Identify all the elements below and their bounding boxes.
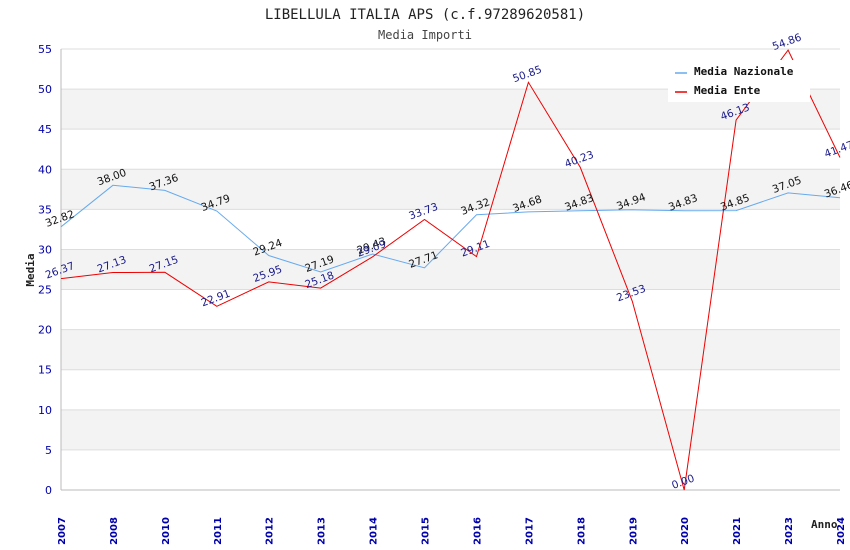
x-tick-label: 2024 (836, 517, 847, 545)
y-tick-label: 30 (38, 243, 52, 256)
data-label: 50.85 (511, 64, 543, 86)
y-axis-ticks: 0 5 10 15 20 25 30 35 40 45 50 55 (38, 43, 52, 497)
x-tick-label: 2021 (732, 517, 743, 545)
data-label: 54.86 (771, 31, 804, 53)
data-label: 41.47 (823, 139, 850, 161)
legend-label-media-nazionale: Media Nazionale (694, 65, 794, 78)
x-tick-label: 2018 (576, 517, 587, 545)
legend-box (668, 60, 810, 102)
y-tick-label: 45 (38, 123, 52, 136)
y-tick-label: 20 (38, 324, 52, 337)
x-tick-label: 2016 (472, 517, 483, 545)
grid-band (61, 329, 840, 370)
y-tick-label: 40 (38, 163, 52, 176)
x-tick-label: 2023 (784, 517, 795, 545)
axes (60, 49, 840, 491)
x-axis-label: Anno (811, 518, 838, 531)
y-axis-label: Media (24, 253, 37, 286)
x-tick-label: 2013 (317, 517, 328, 545)
chart-subtitle: Media Importi (378, 28, 472, 42)
grid-band (61, 169, 840, 210)
data-label: 40.23 (563, 149, 595, 171)
x-tick-label: 2007 (57, 517, 68, 545)
x-tick-label: 2019 (628, 517, 639, 545)
series-line-media-ente (60, 49, 841, 491)
x-tick-label: 2012 (265, 517, 276, 545)
plot-background-bands (61, 89, 840, 450)
x-tick-label: 2008 (109, 517, 120, 545)
y-tick-label: 50 (38, 83, 52, 96)
y-tick-label: 5 (45, 444, 52, 457)
grid-band (61, 249, 840, 290)
x-tick-label: 2010 (161, 517, 172, 545)
y-tick-label: 35 (38, 203, 52, 216)
x-tick-label: 2015 (421, 517, 432, 545)
x-tick-label: 2014 (369, 517, 380, 545)
series-line-media-nazionale (60, 184, 841, 273)
x-tick-label: 2011 (213, 517, 224, 545)
legend: Media Nazionale Media Ente (668, 60, 810, 102)
y-tick-label: 25 (38, 284, 52, 297)
y-tick-label: 55 (38, 43, 52, 56)
legend-label-media-ente: Media Ente (694, 84, 761, 97)
chart-title: LIBELLULA ITALIA APS (c.f.97289620581) (265, 7, 585, 23)
y-tick-label: 15 (38, 364, 52, 377)
x-axis-ticks: 2007 2008 2010 2011 2012 2013 2014 2015 2016 2017… (57, 517, 847, 545)
x-tick-label: 2020 (680, 517, 691, 545)
series-lines (60, 49, 841, 491)
y-tick-label: 10 (38, 404, 52, 417)
grid-band (61, 409, 840, 450)
data-label: 0.00 (670, 473, 696, 492)
y-tick-label: 0 (45, 484, 52, 497)
x-tick-label: 2017 (524, 517, 535, 545)
